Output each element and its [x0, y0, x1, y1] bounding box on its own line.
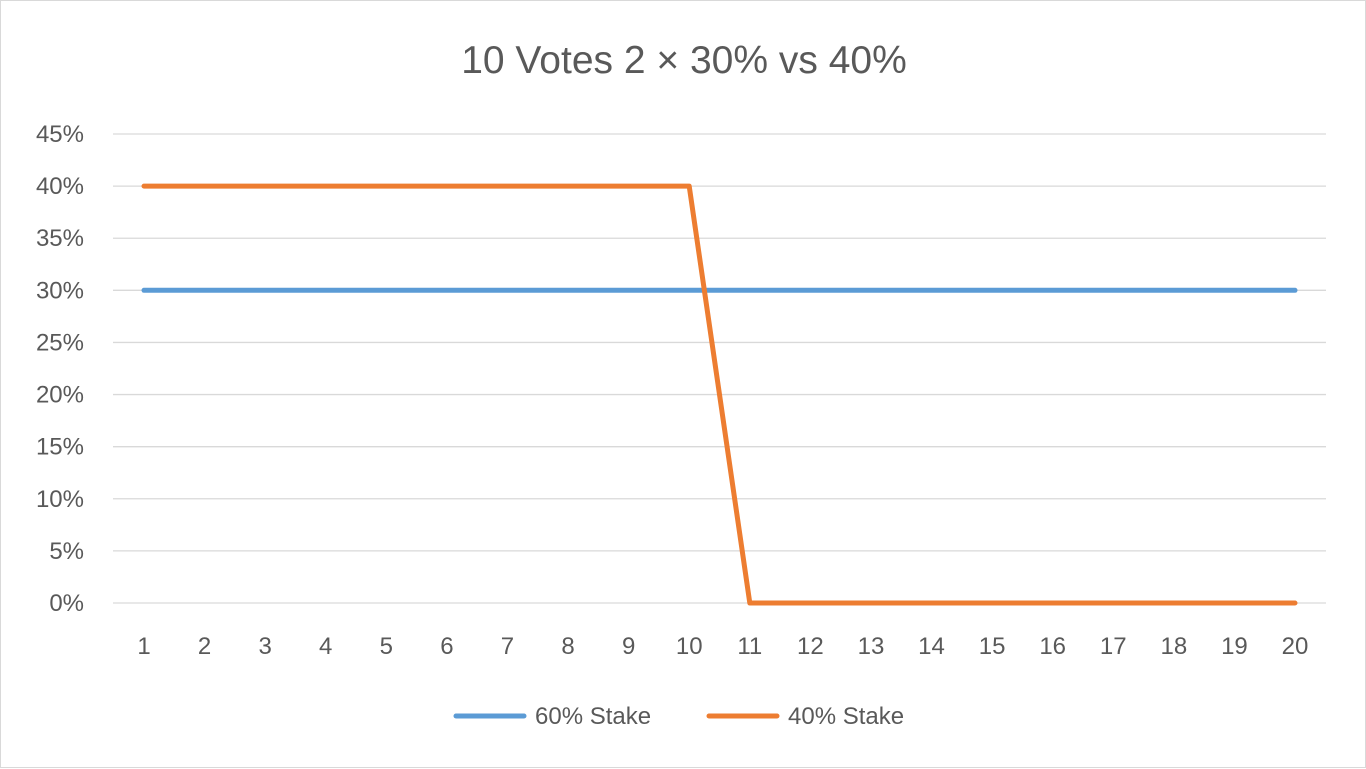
y-tick-label: 40% — [36, 173, 84, 200]
x-tick-label: 12 — [797, 633, 824, 660]
chart-title: 10 Votes 2 × 30% vs 40% — [461, 39, 907, 82]
x-tick-label: 6 — [440, 633, 453, 660]
x-tick-label: 19 — [1221, 633, 1248, 660]
legend-label: 40% Stake — [788, 703, 904, 730]
y-tick-label: 10% — [36, 486, 84, 513]
series-lines — [141, 183, 1298, 606]
x-tick-label: 5 — [380, 633, 393, 660]
x-axis-ticks: 1 2 3 4 5 6 7 8 9 10 11 12 13 14 15 16 17 18 19 20 — [137, 633, 1308, 660]
y-tick-label: 35% — [36, 225, 84, 252]
legend-label: 60% Stake — [535, 703, 651, 730]
y-tick-label: 20% — [36, 382, 84, 409]
x-tick-label: 1 — [137, 633, 150, 660]
x-tick-label: 4 — [319, 633, 332, 660]
legend: 60% Stake 40% Stake — [453, 703, 904, 730]
x-tick-label: 17 — [1100, 633, 1127, 660]
x-tick-label: 3 — [258, 633, 271, 660]
series-line-2 — [141, 183, 1298, 606]
x-tick-label: 7 — [501, 633, 514, 660]
x-tick-label: 11 — [737, 633, 762, 660]
y-tick-label: 5% — [49, 538, 84, 565]
y-tick-label: 0% — [49, 590, 84, 617]
x-tick-label: 13 — [858, 633, 885, 660]
y-tick-label: 15% — [36, 434, 84, 461]
x-tick-label: 2 — [198, 633, 211, 660]
y-tick-label: 45% — [36, 121, 84, 148]
x-tick-label: 15 — [979, 633, 1006, 660]
x-tick-label: 20 — [1282, 633, 1309, 660]
x-tick-label: 10 — [676, 633, 703, 660]
x-tick-label: 9 — [622, 633, 635, 660]
x-tick-label: 18 — [1160, 633, 1187, 660]
gridlines — [113, 133, 1326, 604]
x-tick-label: 8 — [561, 633, 574, 660]
y-tick-label: 25% — [36, 329, 84, 356]
x-tick-label: 14 — [918, 633, 945, 660]
y-tick-label: 30% — [36, 277, 84, 304]
x-tick-label: 16 — [1039, 633, 1066, 660]
y-axis-ticks: 0% 5% 10% 15% 20% 25% 30% 35% 40% 45% — [36, 121, 84, 617]
